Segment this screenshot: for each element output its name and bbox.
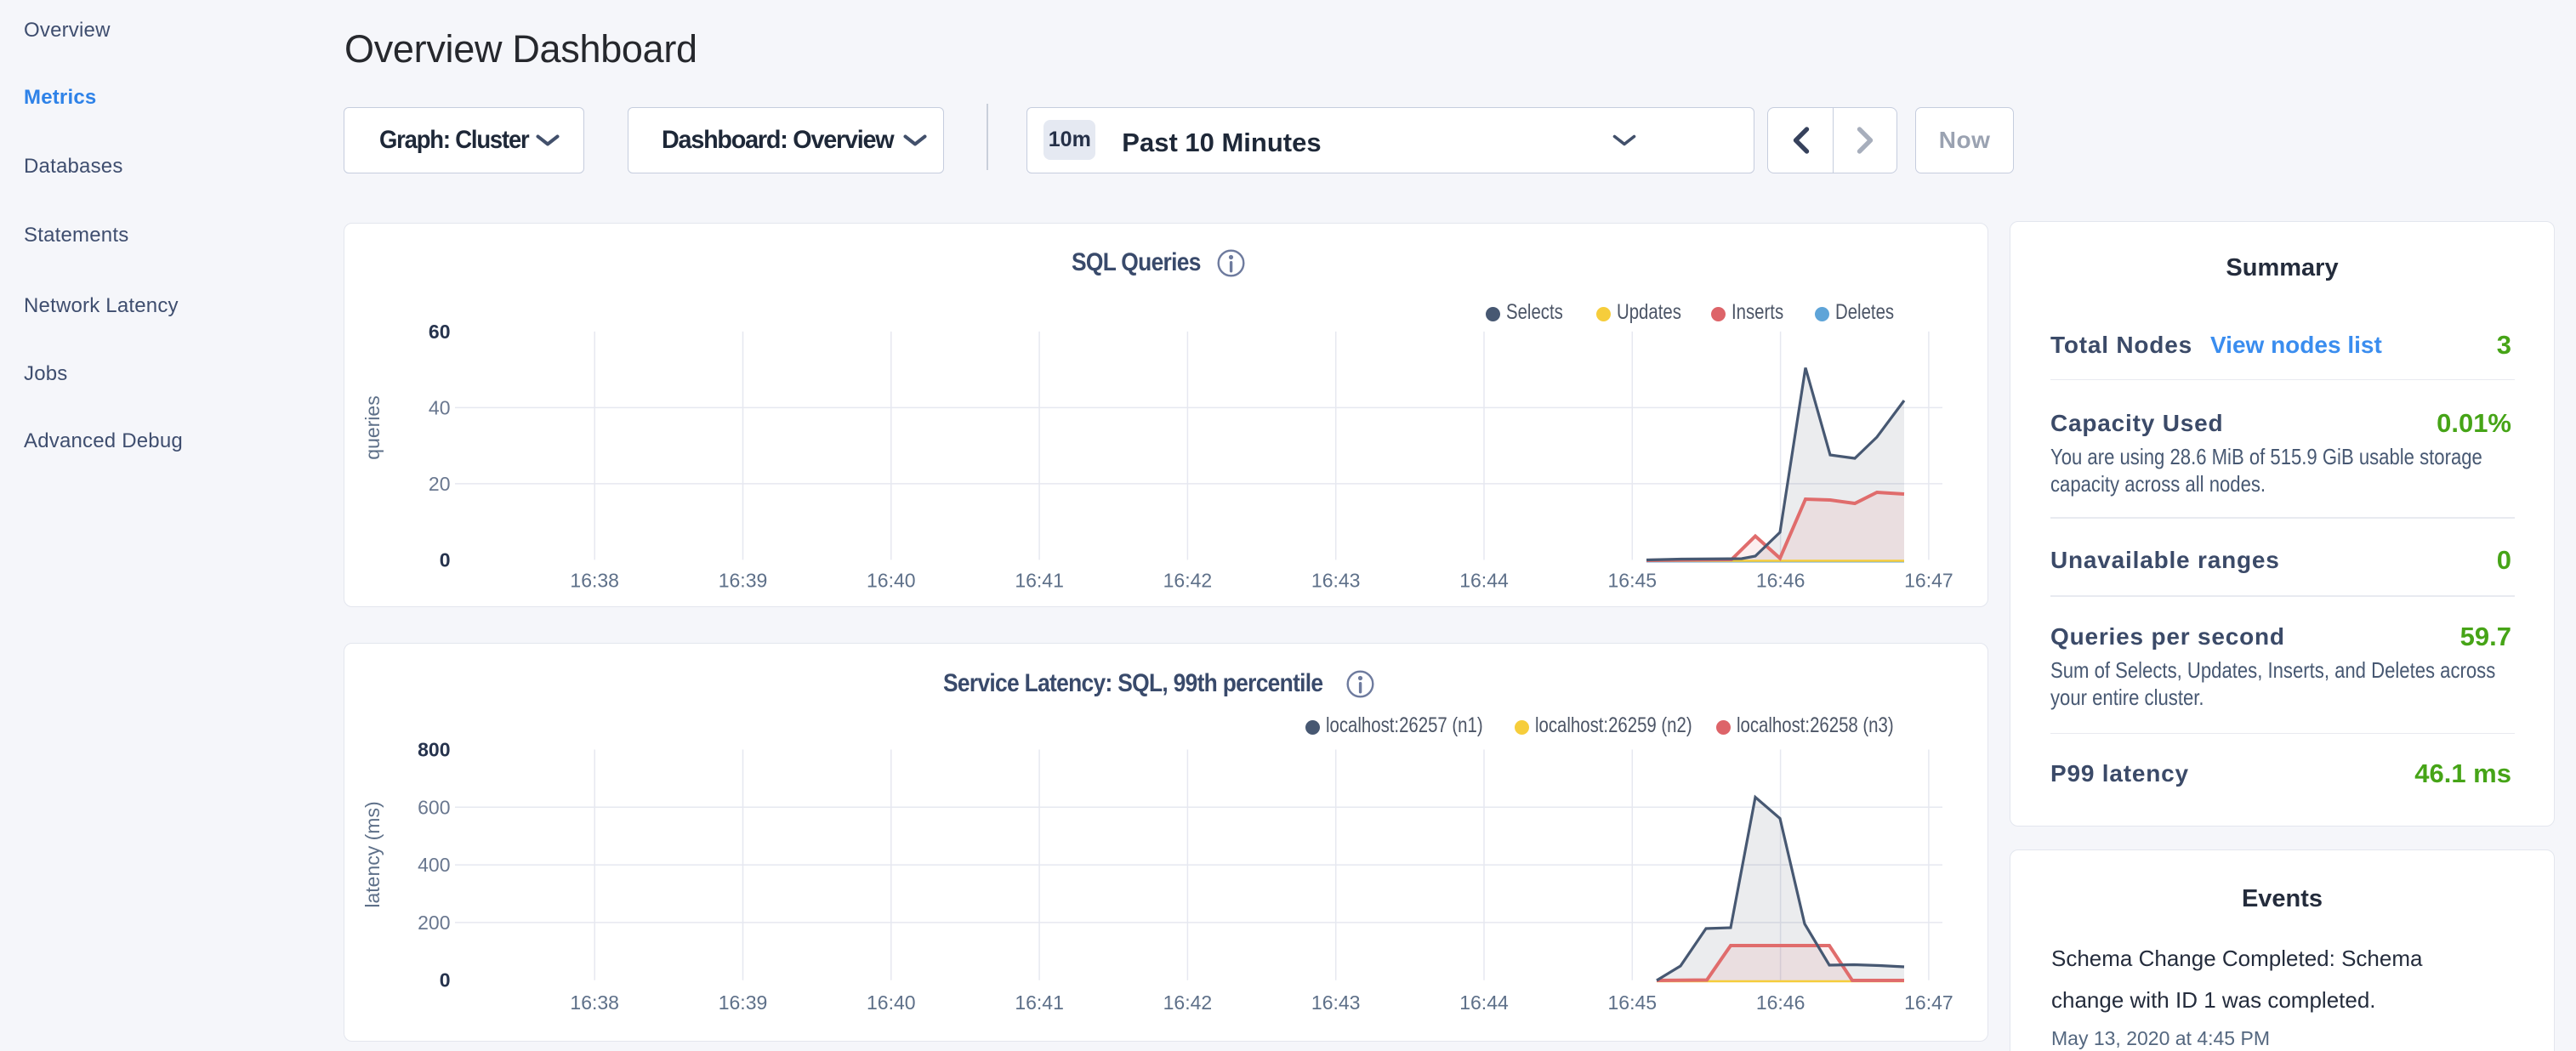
svg-text:16:44: 16:44 <box>1459 991 1509 1014</box>
svg-text:16:45: 16:45 <box>1608 570 1658 592</box>
svg-text:200: 200 <box>418 912 450 934</box>
svg-text:40: 40 <box>429 396 451 418</box>
svg-text:16:43: 16:43 <box>1311 991 1361 1014</box>
svg-text:16:45: 16:45 <box>1608 991 1658 1014</box>
svg-text:16:44: 16:44 <box>1459 570 1509 592</box>
svg-text:16:39: 16:39 <box>719 570 768 592</box>
svg-text:latency (ms): latency (ms) <box>361 801 384 907</box>
svg-text:16:47: 16:47 <box>1904 991 1953 1014</box>
svg-text:20: 20 <box>429 473 451 495</box>
svg-text:0: 0 <box>440 548 451 571</box>
svg-text:600: 600 <box>418 796 450 818</box>
svg-text:16:46: 16:46 <box>1756 570 1805 592</box>
svg-text:queries: queries <box>361 395 384 459</box>
svg-text:16:42: 16:42 <box>1163 991 1213 1014</box>
svg-text:60: 60 <box>429 321 451 343</box>
svg-text:16:41: 16:41 <box>1015 570 1064 592</box>
svg-text:16:38: 16:38 <box>570 991 619 1014</box>
svg-text:16:39: 16:39 <box>719 991 768 1014</box>
svg-text:16:42: 16:42 <box>1163 570 1213 592</box>
svg-text:16:41: 16:41 <box>1015 991 1064 1014</box>
svg-text:16:46: 16:46 <box>1756 991 1805 1014</box>
svg-text:400: 400 <box>418 854 450 876</box>
svg-text:800: 800 <box>418 739 450 761</box>
svg-text:0: 0 <box>440 969 451 991</box>
svg-text:16:38: 16:38 <box>570 570 619 592</box>
svg-text:16:40: 16:40 <box>867 991 916 1014</box>
svg-text:16:40: 16:40 <box>867 570 916 592</box>
svg-text:16:43: 16:43 <box>1311 570 1361 592</box>
svg-text:16:47: 16:47 <box>1904 570 1953 592</box>
